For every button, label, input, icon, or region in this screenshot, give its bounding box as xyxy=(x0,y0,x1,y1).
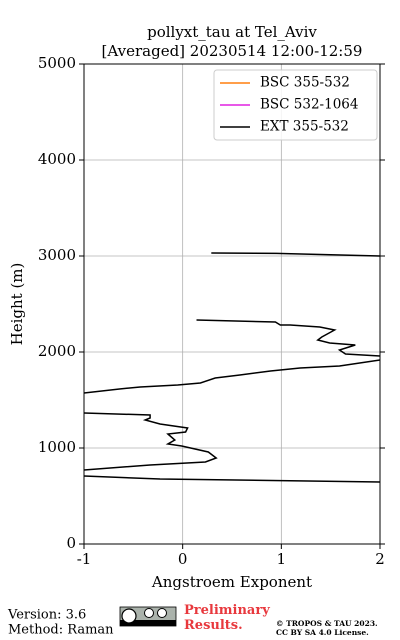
y-tick-label: 1000 xyxy=(38,438,76,456)
version: Version: 3.6 xyxy=(7,608,86,623)
x-tick-label: -1 xyxy=(77,550,92,568)
method: Method: Raman xyxy=(8,623,114,638)
preliminary: Preliminary Results. xyxy=(184,603,270,633)
y-tick-label: 3000 xyxy=(38,246,76,264)
legend-label: EXT 355-532 xyxy=(260,119,349,135)
y-axis-label: Height (m) xyxy=(8,263,26,346)
data-line xyxy=(84,252,380,483)
y-tick-label: 5000 xyxy=(38,54,76,72)
legend-label: BSC 532-1064 xyxy=(260,97,358,113)
chart-subtitle: [Averaged] 20230514 12:00-12:59 xyxy=(102,42,363,60)
chart-title: pollyxt_tau at Tel_Aviv xyxy=(147,23,317,41)
plot-frame xyxy=(83,63,381,545)
x-tick-label: 2 xyxy=(375,550,385,568)
y-tick-label: 4000 xyxy=(38,150,76,168)
license: CC BY SA 4.0 License. xyxy=(276,628,369,637)
legend-label: BSC 355-532 xyxy=(260,75,350,91)
y-tick-label: 2000 xyxy=(38,342,76,360)
x-tick-label: 1 xyxy=(277,550,287,568)
y-tick-label: 0 xyxy=(66,534,76,552)
copyright: © TROPOS & TAU 2023. xyxy=(276,619,378,628)
legend-box xyxy=(213,69,378,141)
x-tick-label: 0 xyxy=(178,550,188,568)
cc-logo xyxy=(119,606,177,627)
x-axis-label: Angstroem Exponent xyxy=(151,573,312,591)
